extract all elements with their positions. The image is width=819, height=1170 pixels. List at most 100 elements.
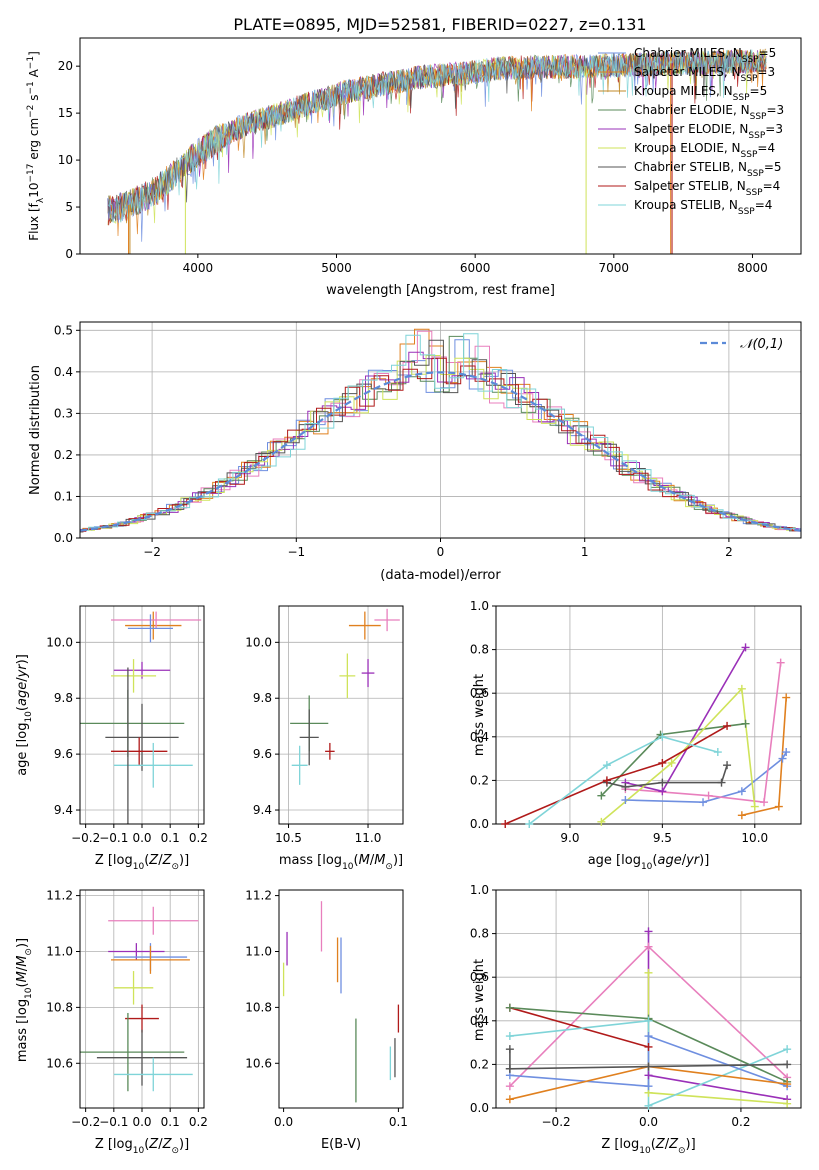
label-part: )] <box>686 1137 696 1152</box>
y-tick-label: 10.6 <box>46 1056 73 1070</box>
x-tick-label: 9.0 <box>560 831 579 845</box>
label-part: Chabrier MILES, N <box>634 46 742 60</box>
label-part: =4 <box>757 141 775 155</box>
marker-plus <box>644 1016 653 1025</box>
marker-plus <box>750 802 759 811</box>
label-part: yr <box>685 853 701 868</box>
marker-plus <box>737 684 746 693</box>
x-axis-label: E(B-V) <box>321 1137 361 1152</box>
marker-plus <box>741 719 750 728</box>
label-part: Z <box>148 1137 159 1152</box>
figure-title: PLATE=0895, MJD=52581, FIBERID=0227, z=0… <box>233 15 646 34</box>
marker-plus <box>783 1045 792 1054</box>
mass-weight-line <box>509 1034 788 1088</box>
marker-plus <box>644 968 653 977</box>
y-tick-label: 10 <box>58 153 73 167</box>
label-part: )] <box>179 853 189 868</box>
normal-curve <box>80 371 801 532</box>
label-part: age <box>15 682 30 706</box>
histogram-series <box>80 357 801 532</box>
x-tick-label: −0.2 <box>71 1115 100 1129</box>
label-part: 10 <box>24 711 34 723</box>
label-part: 10 <box>639 1146 651 1156</box>
y-tick-label: 0.6 <box>470 686 489 700</box>
legend-entry: Kroupa ELODIE, NSSP=4 <box>634 141 775 160</box>
label-part: age [log <box>588 853 641 868</box>
y-tick-label: 9.6 <box>253 747 272 761</box>
histogram-series <box>80 355 801 533</box>
label-part: 10 <box>133 1146 145 1156</box>
marker-plus <box>704 791 713 800</box>
label-part: M <box>15 956 30 967</box>
y-tick-label: 0.1 <box>54 489 73 503</box>
marker-plus <box>782 693 791 702</box>
y-tick-label: 0.4 <box>54 365 73 379</box>
label-part: Z <box>162 853 173 868</box>
x-axis-label: (data-model)/error <box>380 568 501 583</box>
x-axis-label: Z [log10(Z/Z⊙)] <box>95 853 189 872</box>
y-tick-label: 15 <box>58 106 73 120</box>
marker-plus <box>667 758 676 767</box>
label-part: ( <box>144 1137 149 1152</box>
marker-plus <box>644 1062 653 1071</box>
label-part: M <box>15 971 30 982</box>
label-part: Flux [f <box>27 202 41 240</box>
label-part: )] <box>393 853 403 868</box>
x-tick-label: −0.2 <box>71 831 100 845</box>
x-tick-label: 0.1 <box>161 1115 180 1129</box>
x-tick-label: 0.0 <box>132 1115 151 1129</box>
label-part: ⊙ <box>24 948 34 956</box>
mass-weight-line <box>625 662 782 804</box>
x-tick-label: 0.0 <box>132 831 151 845</box>
histogram-series <box>80 330 801 532</box>
label-part: ( <box>652 853 657 868</box>
marker-plus <box>774 802 783 811</box>
marker-plus <box>505 1003 514 1012</box>
y-tick-label: 11.2 <box>245 889 272 903</box>
weight-z-axes: −0.2 0.0 0.20.00.20.40.60.81.0Z [log10(Z/Z… <box>470 883 802 1156</box>
label-part: mass [log <box>279 853 342 868</box>
marker-plus <box>621 796 630 805</box>
marker-plus <box>713 748 722 757</box>
y-tick-label: 10.8 <box>245 1000 272 1014</box>
label-part: M <box>374 853 385 868</box>
label-part: 10 <box>24 987 34 999</box>
label-part: SSP <box>741 150 758 160</box>
label-part: A <box>27 68 41 81</box>
label-part: SSP <box>733 93 750 103</box>
label-part: / <box>15 677 30 682</box>
age-z-axes: −0.2 −0.1 0.0 0.1 0.29.49.69.810.0Z [log10(Z… <box>15 605 208 872</box>
label-part: =5 <box>759 46 777 60</box>
y-tick-label: 10.0 <box>46 635 73 649</box>
y-axis-label: age [log10(age/yr)] <box>15 654 34 776</box>
label-part: −17 <box>26 164 36 183</box>
label-part: =3 <box>766 103 784 117</box>
marker-plus <box>658 787 667 796</box>
label-part: Z [log <box>95 853 133 868</box>
marker-plus <box>644 1071 653 1080</box>
label-part: ( <box>144 853 149 868</box>
histogram-series <box>80 351 801 532</box>
x-tick-label: 0.2 <box>731 1115 750 1129</box>
x-tick-label: 8000 <box>737 261 768 275</box>
marker-plus <box>658 778 667 787</box>
label-part: ( <box>15 706 30 711</box>
spectrum-axes: 4000 5000 6000 7000 8000 0 5 10 15 20 wavelength [… <box>26 37 802 298</box>
marker-plus <box>644 1032 653 1041</box>
x-tick-label: 0.1 <box>389 1115 408 1129</box>
label-part: mass [log <box>15 999 30 1062</box>
y-tick-label: 0.8 <box>470 643 489 657</box>
label-part: −1 <box>26 81 36 94</box>
y-tick-label: 11.0 <box>245 944 272 958</box>
label-part: ⊙ <box>171 862 179 872</box>
legend-entry: Kroupa MILES, NSSP=5 <box>634 84 767 103</box>
marker-plus <box>505 1064 514 1073</box>
label-part: / <box>682 853 687 868</box>
marker-plus <box>505 1095 514 1104</box>
y-axis-label: mass [log10(M/M⊙)] <box>15 938 34 1062</box>
x-tick-label: −1 <box>287 545 305 559</box>
label-part: =3 <box>757 65 775 79</box>
y-tick-label: 11.2 <box>46 889 73 903</box>
histogram-series <box>80 339 801 533</box>
